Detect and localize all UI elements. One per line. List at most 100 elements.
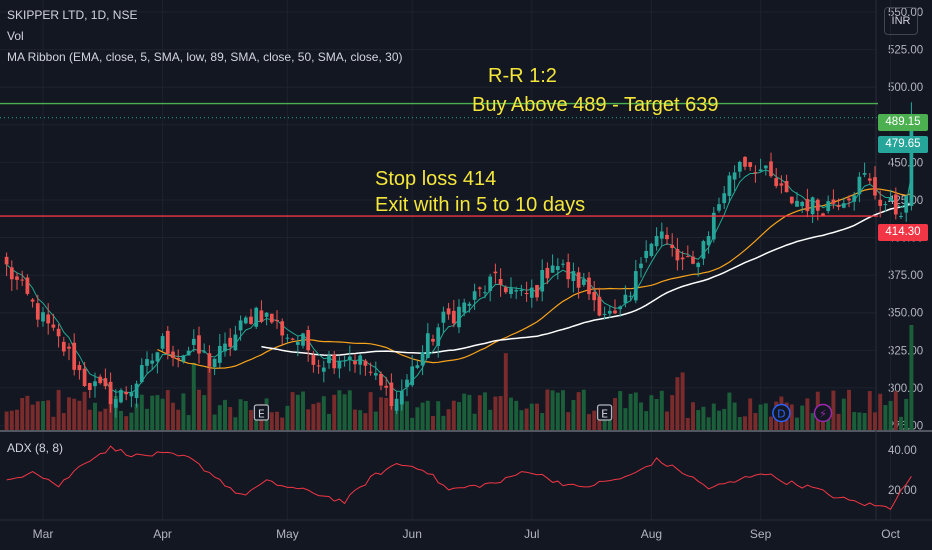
volume-bar: [623, 408, 628, 430]
risk-reward-annotation: R-R 1:2: [488, 65, 557, 87]
volume-bar: [758, 404, 763, 430]
volume-bar: [254, 414, 259, 430]
volume-bar: [888, 400, 893, 430]
candle-body: [696, 262, 701, 268]
price-tick-label: 525.00: [888, 45, 923, 57]
candle-body: [295, 342, 300, 345]
volume-bar: [841, 398, 846, 430]
adx-legend[interactable]: ADX (8, 8): [7, 441, 64, 455]
volume-bar: [275, 411, 279, 430]
volume-bar: [342, 394, 347, 430]
volume-bar: [35, 401, 40, 430]
volume-bar: [613, 398, 617, 430]
volume-bar: [498, 396, 503, 430]
volume-bar: [202, 395, 207, 430]
volume-legend[interactable]: Vol: [7, 29, 24, 43]
volume-bar: [347, 390, 352, 430]
ma-ribbon-legend[interactable]: MA Ribbon (EMA, close, 5, SMA, low, 89, …: [7, 50, 403, 64]
event-marker-label: E: [258, 408, 265, 421]
volume-bar: [228, 407, 233, 430]
volume-bar: [737, 417, 742, 430]
volume-bar: [150, 395, 155, 430]
volume-bar: [680, 372, 685, 430]
candle-body: [810, 197, 815, 215]
volume-bar: [566, 412, 571, 430]
volume-bar: [545, 389, 550, 430]
volume-bar: [550, 390, 555, 430]
candle-body: [909, 117, 914, 206]
volume-bar: [165, 390, 170, 430]
candle-body: [503, 287, 508, 293]
candle-body: [800, 201, 805, 207]
candle-body: [98, 376, 103, 384]
volume-bar: [857, 412, 862, 430]
candle-body: [722, 193, 727, 204]
symbol-title[interactable]: SKIPPER LTD, 1D, NSE: [7, 8, 138, 22]
candle-body: [555, 266, 560, 271]
volume-bar: [592, 410, 597, 430]
volume-bar: [540, 413, 545, 430]
volume-bar: [171, 402, 175, 430]
candle-body: [41, 312, 45, 322]
candle-body: [670, 244, 675, 248]
candle-body: [321, 367, 326, 372]
volume-bar: [431, 415, 435, 430]
volume-bar: [628, 393, 633, 430]
volume-bar: [795, 417, 799, 430]
volume-bar: [425, 400, 430, 430]
candle-body: [394, 398, 399, 411]
volume-bar: [685, 417, 690, 430]
volume-bar: [207, 367, 212, 430]
candle-body: [857, 176, 862, 195]
volume-bar: [295, 394, 300, 430]
volume-bar: [878, 393, 883, 430]
candle-body: [145, 359, 149, 366]
candle-body: [457, 306, 461, 328]
volume-bar: [675, 377, 680, 430]
candle-body: [524, 292, 529, 294]
candle-body: [4, 256, 9, 265]
candle-body: [176, 357, 181, 359]
volume-bar: [415, 407, 420, 430]
time-tick-label: Jul: [524, 527, 539, 541]
candle-body: [243, 317, 248, 324]
currency-button[interactable]: INR: [884, 7, 918, 35]
volume-bar: [503, 353, 508, 430]
price-tick-label: 450.00: [888, 157, 923, 169]
candle-body: [743, 156, 747, 167]
volume-bar: [519, 410, 524, 430]
candle-body: [436, 327, 441, 346]
candle-body: [113, 399, 118, 408]
volume-bar: [145, 408, 149, 430]
volume-bar: [446, 409, 451, 430]
candle-body: [217, 345, 222, 363]
volume-bar: [509, 397, 513, 430]
volume-bar: [529, 403, 534, 430]
volume-bar: [769, 416, 773, 430]
candle-body: [644, 250, 649, 259]
candle-body: [831, 199, 836, 204]
volume-bar: [72, 398, 77, 430]
candle-body: [311, 355, 316, 365]
candle-body: [103, 378, 108, 387]
candle-body: [545, 267, 550, 279]
candle-body: [519, 290, 524, 292]
volume-bar: [581, 389, 586, 430]
volume-bar: [451, 400, 456, 430]
volume-bar: [353, 409, 357, 430]
candle-body: [30, 299, 35, 302]
candle-body: [363, 360, 368, 366]
candle-body: [737, 161, 742, 172]
candle-body: [25, 277, 30, 294]
event-marker-label: D: [777, 408, 785, 421]
volume-bar: [191, 362, 196, 430]
candle-body: [571, 271, 576, 282]
stop-level-price-tag: 414.30: [878, 224, 928, 241]
candle-body: [550, 265, 555, 273]
candle-body: [35, 303, 40, 320]
volume-bar: [800, 405, 805, 430]
volume-bar: [46, 400, 51, 430]
candle-body: [316, 365, 321, 367]
volume-bar: [852, 412, 857, 430]
